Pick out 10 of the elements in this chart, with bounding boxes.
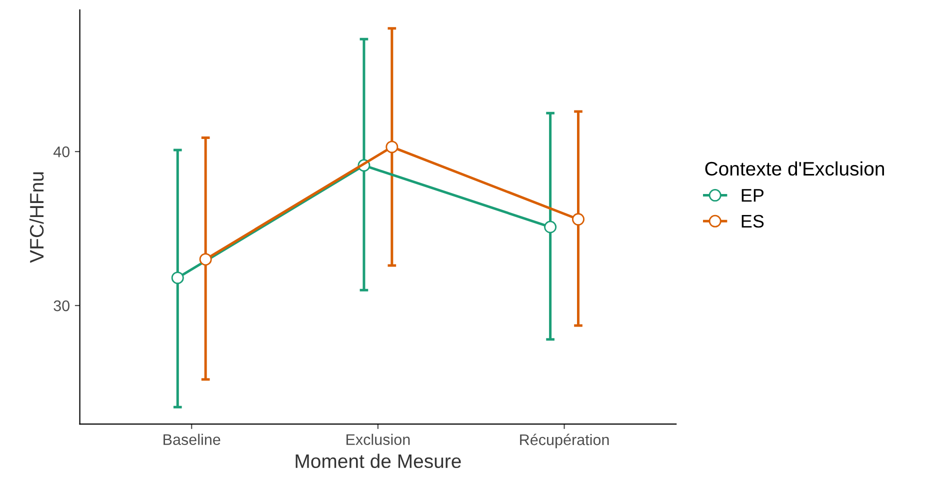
legend-label: EP — [742, 189, 764, 202]
legend-title: Contexte d'Exclusion — [705, 161, 884, 176]
x-axis-title: Moment de Mesure — [296, 454, 461, 468]
x-tick-label: Récupération — [520, 434, 609, 448]
y-axis-title: VFC/HFnu — [29, 172, 44, 263]
y-tick-label: 40 — [53, 146, 70, 158]
y-tick-label: 30 — [54, 300, 70, 312]
x-tick-label: Baseline — [164, 434, 220, 446]
legend-label: ES — [742, 214, 764, 228]
x-tick-label: Exclusion — [346, 434, 410, 446]
